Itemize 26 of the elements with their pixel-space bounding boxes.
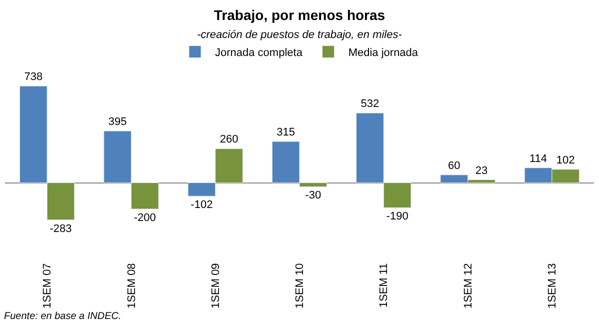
x-tick-label: 1SEM 09 (210, 263, 222, 308)
data-label: 315 (276, 126, 296, 138)
x-tick-label: 1SEM 12 (462, 263, 474, 308)
data-label: 114 (529, 152, 548, 165)
data-label: 23 (475, 164, 488, 177)
x-tick-label: 1SEM 07 (42, 263, 54, 308)
chart-subtitle: -creación de puestos de trabajo, en miles- (197, 29, 402, 41)
data-label: 60 (448, 160, 460, 172)
data-label: 738 (24, 71, 43, 84)
chart-title: Trabajo, por menos horas (214, 6, 386, 23)
source-note: Fuente: en base a INDEC. (4, 311, 122, 322)
data-label: 532 (360, 98, 380, 110)
data-label: 260 (220, 134, 238, 146)
data-label: -190 (386, 210, 408, 223)
data-label: 102 (556, 154, 575, 166)
x-tick-label: 1SEM 10 (294, 263, 306, 308)
legend-label: Jornada completa (215, 46, 304, 59)
data-label: -200 (134, 212, 156, 224)
data-label: 395 (108, 116, 127, 128)
x-tick-label: 1SEM 08 (126, 263, 138, 308)
data-label: -30 (305, 190, 322, 202)
data-label: -283 (50, 222, 72, 235)
x-tick-label: 1SEM 13 (546, 263, 559, 308)
legend-label: Media jornada (348, 46, 419, 59)
x-tick-label: 1SEM 11 (378, 263, 390, 308)
data-label: -102 (190, 199, 213, 212)
